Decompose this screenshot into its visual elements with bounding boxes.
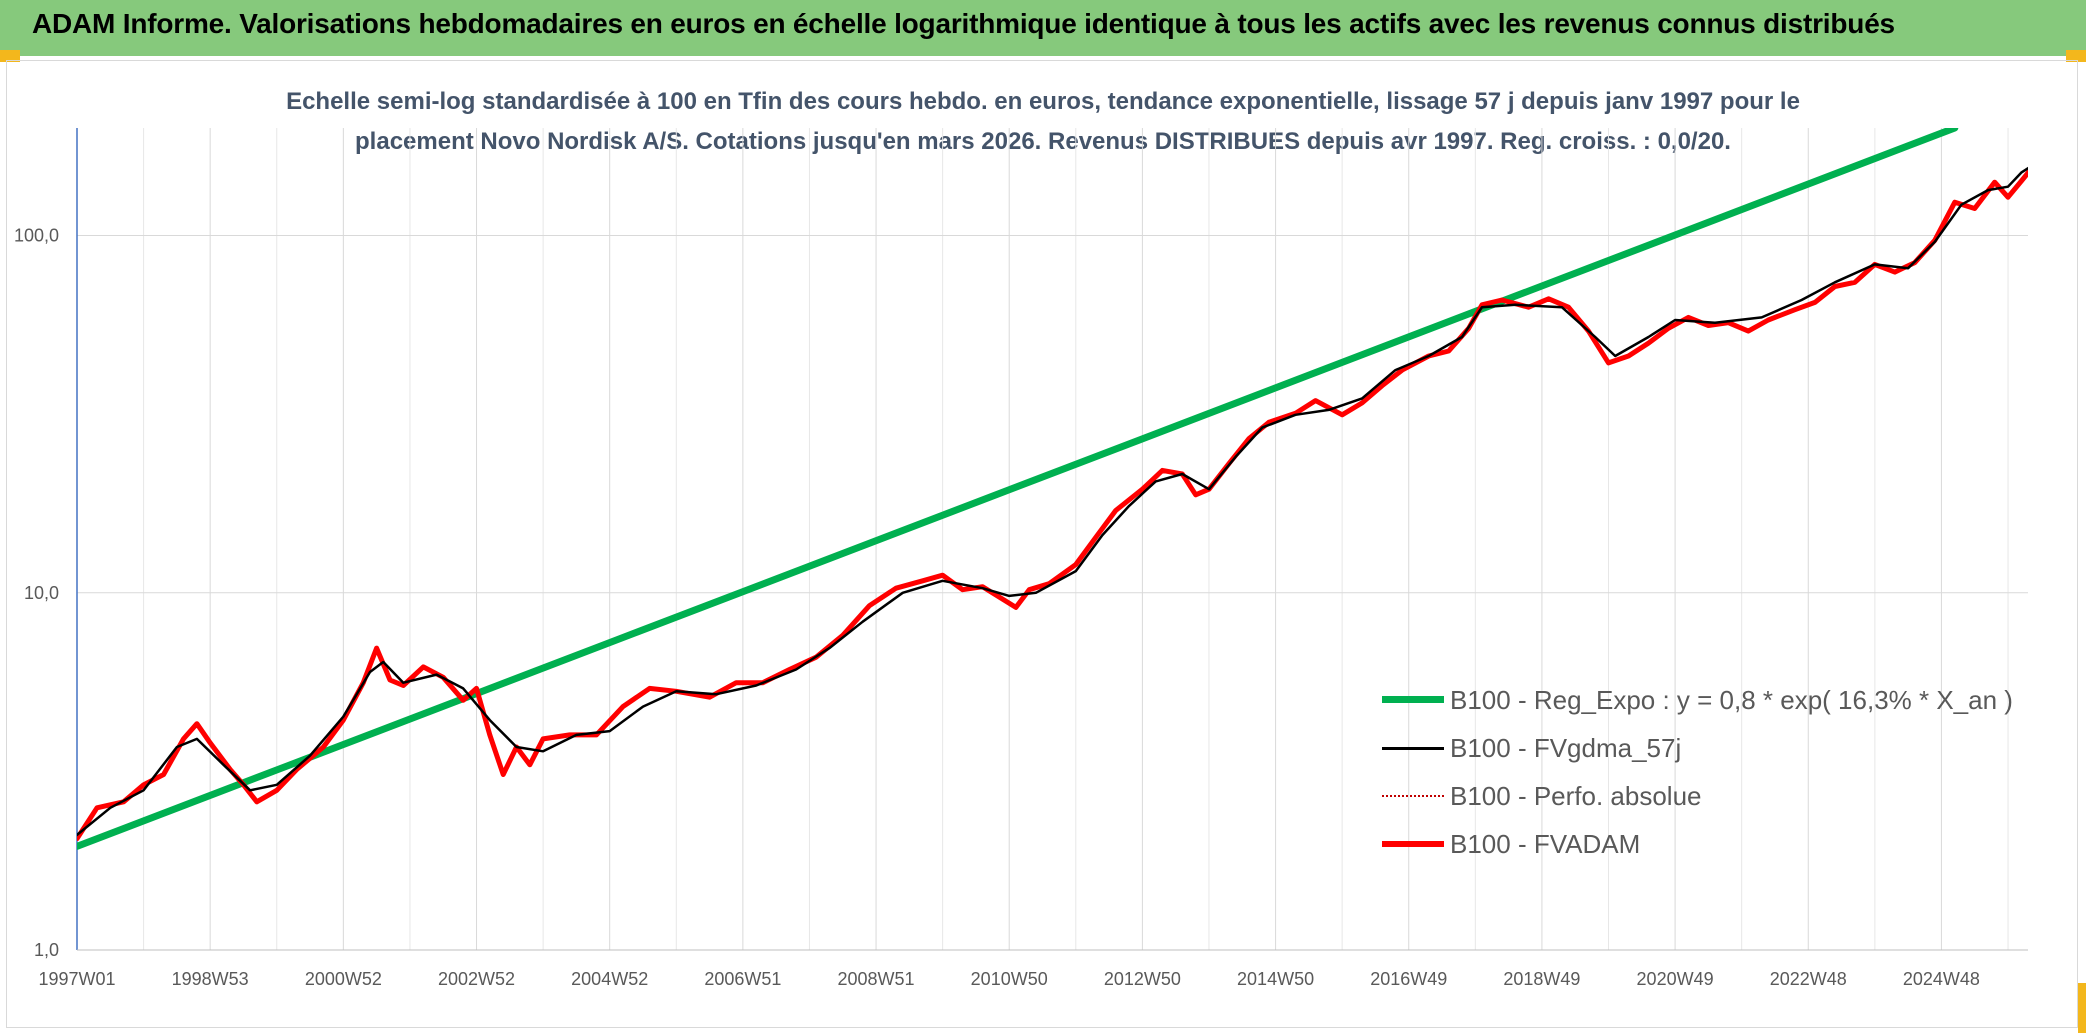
series-line-1 [77, 166, 2028, 837]
header-bar: ADAM Informe. Valorisations hebdomadaire… [0, 0, 2086, 56]
x-tick-label: 1997W01 [38, 969, 115, 989]
legend-swatch-reg-expo [1382, 696, 1444, 703]
legend-swatch-fvadam [1382, 841, 1444, 847]
x-tick-label: 2016W49 [1370, 969, 1447, 989]
series-line-0 [77, 128, 1959, 850]
y-tick-label: 1,0 [34, 940, 59, 960]
y-tick-label: 100,0 [14, 226, 59, 246]
legend-label-perfo-absolue: B100 - Perfo. absolue [1450, 781, 1702, 811]
legend-label-reg-expo: B100 - Reg_Expo : y = 0,8 * exp( 16,3% *… [1450, 685, 2013, 715]
legend-swatch-perfo-absolue [1382, 795, 1444, 797]
chart-subtitle-line-2: placement Novo Nordisk A/S. Cotations ju… [355, 128, 1731, 155]
x-tick-label: 2018W49 [1503, 969, 1580, 989]
x-tick-label: 2004W52 [571, 969, 648, 989]
x-tick-label: 2000W52 [305, 969, 382, 989]
x-tick-label: 2008W51 [838, 969, 915, 989]
legend-label-fvgdma: B100 - FVgdma_57j [1450, 733, 1682, 763]
corner-marker-bottom-right [2078, 983, 2086, 1033]
x-tick-label: 2020W49 [1637, 969, 1714, 989]
chart-subtitle-line-1: Echelle semi-log standardisée à 100 en T… [286, 88, 1800, 115]
y-tick-label: 10,0 [24, 583, 59, 603]
x-tick-label: 2022W48 [1770, 969, 1847, 989]
legend-swatch-fvgdma [1382, 747, 1444, 750]
chart-frame [6, 60, 2078, 1028]
x-tick-label: 2012W50 [1104, 969, 1181, 989]
x-tick-label: 2002W52 [438, 969, 515, 989]
corner-marker-left [0, 50, 20, 62]
legend-label-fvadam: B100 - FVADAM [1450, 829, 1641, 859]
x-tick-label: 1998W53 [172, 969, 249, 989]
series-line-3 [77, 168, 2028, 842]
report-title: ADAM Informe. Valorisations hebdomadaire… [32, 8, 1895, 39]
x-tick-label: 2006W51 [704, 969, 781, 989]
x-tick-label: 2010W50 [971, 969, 1048, 989]
x-tick-label: 2024W48 [1903, 969, 1980, 989]
corner-marker-right [2066, 50, 2086, 62]
x-tick-label: 2014W50 [1237, 969, 1314, 989]
